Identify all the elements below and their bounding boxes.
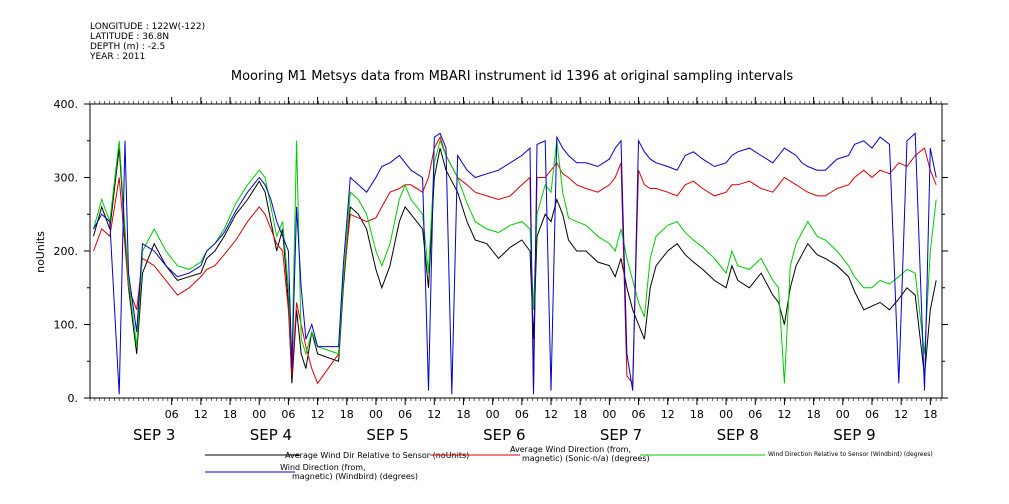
axis-layer: 0. 100. 200. 300. 400. 06 12 18 00 06 12 18 00 06 12 18…	[54, 97, 948, 444]
x-tick-label: 18	[807, 408, 821, 421]
series-line-2	[93, 139, 937, 384]
longitude-label: LONGITUDE : 122W(-122)	[90, 22, 206, 32]
x-tick-label: 12	[661, 408, 675, 421]
series-layer	[93, 132, 937, 395]
legend-label-2: Wind Direction Relative to Sensor (Windb…	[768, 451, 933, 458]
year-label: YEAR : 2011	[90, 52, 146, 62]
y-tick-label: 400.	[54, 98, 79, 111]
legend-label-3: Wind Direction (from,	[280, 463, 366, 472]
y-axis-label: noUnits	[34, 231, 47, 273]
legend-label-1: magnetic) (Sonic-n/a) (degrees)	[522, 454, 650, 463]
legend-label-3: magnetic) (Windbird) (degrees)	[292, 472, 418, 481]
legend-label-0: Average Wind Dir Relative to Sensor (noU…	[285, 451, 469, 460]
x-tick-label: 06	[748, 408, 762, 421]
x-tick-label: 06	[515, 408, 529, 421]
x-tick-label: 12	[311, 408, 325, 421]
series-line-0	[93, 147, 937, 384]
series-line-3	[93, 132, 937, 395]
x-tick-label: 00	[836, 408, 850, 421]
x-tick-label: 12	[544, 408, 558, 421]
x-tick-label: 12	[777, 408, 791, 421]
day-label: SEP 4	[250, 426, 292, 444]
x-tick-label: 12	[194, 408, 208, 421]
x-tick-label: 12	[427, 408, 441, 421]
day-label: SEP 3	[133, 426, 175, 444]
x-tick-label: 06	[398, 408, 412, 421]
depth-label: DEPTH (m) : -2.5	[90, 42, 166, 52]
x-tick-label: 00	[369, 408, 383, 421]
x-tick-label: 06	[165, 408, 179, 421]
x-tick-label: 06	[632, 408, 646, 421]
x-tick-label: 18	[690, 408, 704, 421]
legend: Average Wind Dir Relative to Sensor (noU…	[205, 445, 933, 481]
y-tick-label: 200.	[54, 245, 79, 258]
day-label: SEP 5	[366, 426, 408, 444]
x-tick-label: 06	[865, 408, 879, 421]
latitude-label: LATITUDE : 36.8N	[90, 32, 170, 42]
y-tick-label: 0.	[68, 392, 79, 405]
x-tick-label: 18	[923, 408, 937, 421]
metadata-block: LONGITUDE : 122W(-122) LATITUDE : 36.8N …	[90, 22, 205, 62]
x-tick-label: 12	[894, 408, 908, 421]
x-tick-label: 06	[281, 408, 295, 421]
x-tick-label: 00	[602, 408, 616, 421]
x-tick-label: 18	[223, 408, 237, 421]
day-label: SEP 8	[717, 426, 759, 444]
legend-label-1: Average Wind Direction (from,	[510, 445, 631, 454]
day-label: SEP 7	[600, 426, 642, 444]
chart-title: Mooring M1 Metsys data from MBARI instru…	[231, 69, 793, 84]
day-label: SEP 6	[483, 426, 525, 444]
x-tick-label: 00	[486, 408, 500, 421]
x-tick-label: 18	[456, 408, 470, 421]
x-tick-label: 00	[252, 408, 266, 421]
y-tick-label: 300.	[54, 172, 79, 185]
day-label: SEP 9	[833, 426, 875, 444]
x-tick-label: 18	[573, 408, 587, 421]
series-line-1	[93, 135, 937, 391]
x-tick-label: 18	[340, 408, 354, 421]
y-tick-label: 100.	[54, 319, 79, 332]
x-tick-label: 00	[719, 408, 733, 421]
